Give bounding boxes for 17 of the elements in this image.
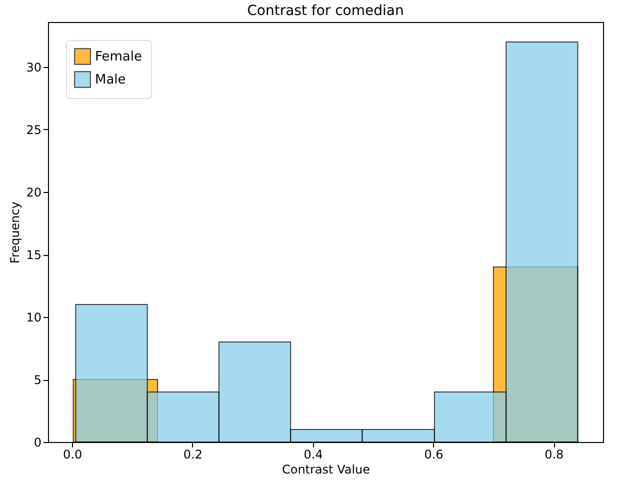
- x-tick-label: 0.8: [544, 448, 564, 462]
- x-tick-label: 0.4: [304, 448, 323, 462]
- x-tick-label: 0.0: [63, 448, 82, 462]
- chart-title: Contrast for comedian: [247, 3, 404, 19]
- y-tick-label: 10: [26, 310, 42, 324]
- legend-label: Female: [95, 50, 142, 64]
- y-tick-label: 30: [26, 60, 42, 74]
- legend-label: Male: [95, 72, 126, 88]
- y-tick-label: 15: [26, 248, 42, 262]
- x-tick-label: 0.6: [424, 448, 444, 462]
- y-axis-title: Frequency: [8, 202, 22, 264]
- y-tick-label: 0: [34, 436, 42, 450]
- x-axis-title: Contrast Value: [282, 462, 370, 476]
- x-tick-label: 0.2: [183, 448, 203, 462]
- y-tick-label: 25: [26, 123, 42, 137]
- y-tick-label: 20: [26, 186, 42, 200]
- y-tick-label: 5: [34, 373, 42, 387]
